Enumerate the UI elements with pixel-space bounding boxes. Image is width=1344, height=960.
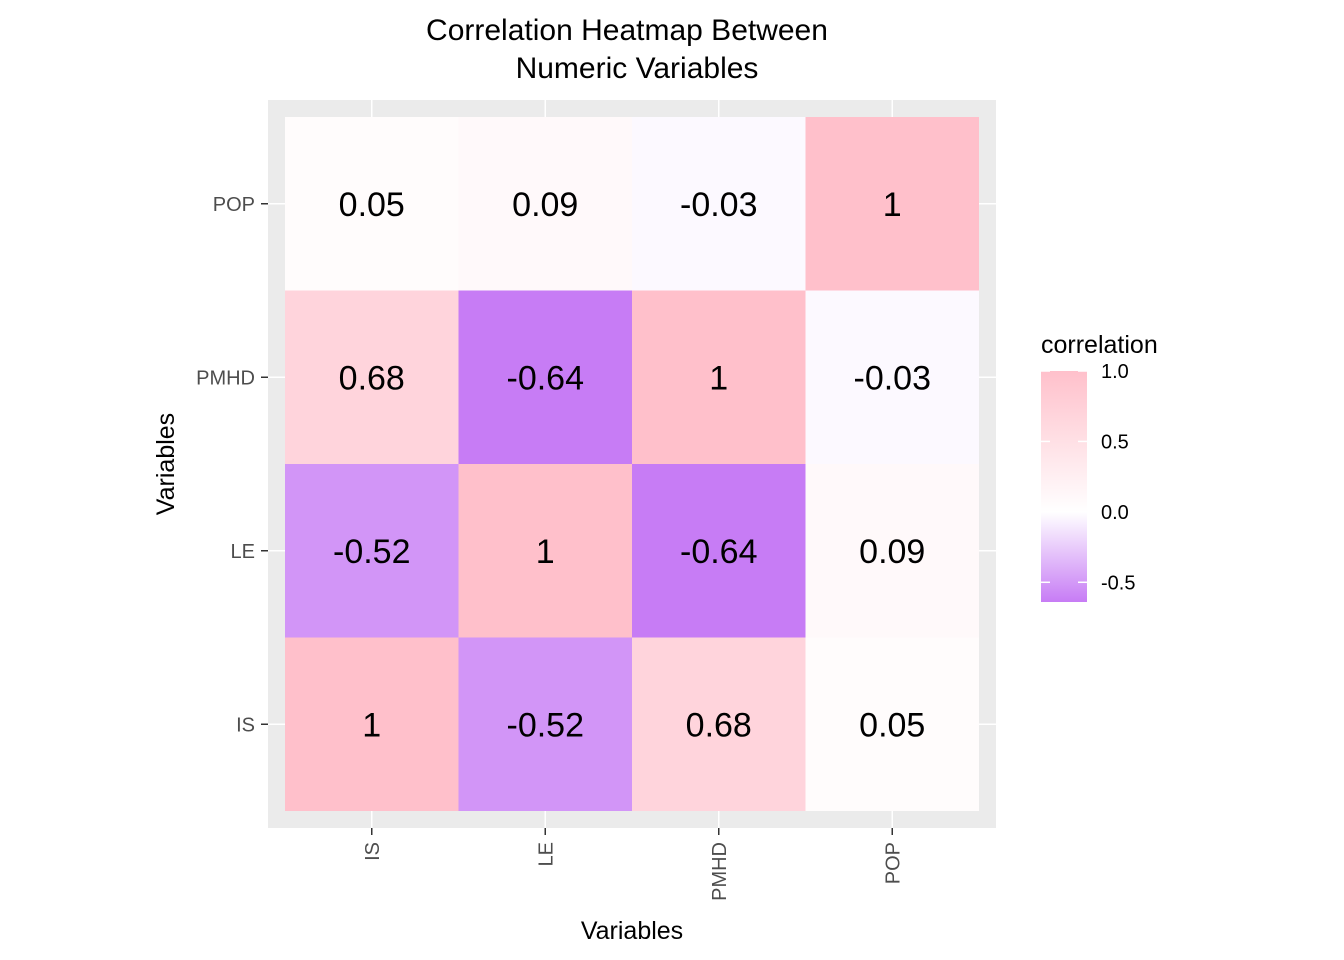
heatmap-cell-is-pop (285, 117, 459, 291)
legend-title: correlation (1041, 331, 1158, 359)
legend-tick-label-1: 0.5 (1101, 431, 1129, 453)
legend-tick-label-2: 0.0 (1101, 502, 1129, 524)
heatmap-cell-pmhd-pmhd (632, 290, 806, 464)
x-axis-ticks: IS LE PMHD POP (362, 828, 904, 901)
heatmap-cell-le-le (458, 464, 632, 638)
x-axis-title: Variables (581, 917, 683, 945)
cell-value-le-pop: 0.09 (512, 186, 578, 224)
cell-value-pmhd-pop: -0.03 (680, 186, 758, 224)
heatmap-cell-pop-pop (805, 117, 979, 291)
heatmap-cell-le-pmhd (458, 290, 632, 464)
y-axis-ticks: IS LE PMHD POP (196, 194, 268, 736)
cell-value-is-le: -0.52 (333, 533, 411, 571)
chart-title-line-1: Correlation Heatmap Between (426, 14, 828, 47)
legend-ticks: 1.0 0.5 0.0 -0.5 (1041, 361, 1135, 594)
cell-value-le-le: 1 (536, 533, 555, 571)
y-tick-label-is: IS (236, 714, 255, 736)
cell-value-pop-le: 0.09 (859, 533, 925, 571)
cell-value-is-pmhd: 0.68 (339, 359, 405, 397)
x-tick-label-is: IS (362, 842, 384, 861)
x-tick-label-pmhd: PMHD (709, 842, 731, 901)
heatmap-cells (285, 117, 979, 811)
y-tick-label-le: LE (231, 541, 255, 563)
cell-value-pmhd-is: 0.68 (686, 706, 752, 744)
legend-colorbar (1041, 371, 1087, 602)
cell-value-le-is: -0.52 (507, 706, 585, 744)
y-tick-label-pop: POP (213, 194, 255, 216)
legend-tick-label-0: 1.0 (1101, 361, 1129, 383)
heatmap-cell-pop-le (805, 464, 979, 638)
heatmap-cell-pop-pmhd (805, 290, 979, 464)
cell-value-is-is: 1 (362, 706, 381, 744)
x-tick-label-pop: POP (882, 842, 904, 884)
y-tick-label-pmhd: PMHD (196, 367, 255, 389)
heatmap-cell-is-pmhd (285, 290, 459, 464)
cell-value-pop-pop: 1 (883, 186, 902, 224)
legend-tick-label-3: -0.5 (1101, 572, 1135, 594)
cell-value-pmhd-le: -0.64 (680, 533, 758, 571)
heatmap-cell-pmhd-le (632, 464, 806, 638)
cell-value-pop-pmhd: -0.03 (854, 359, 932, 397)
heatmap-cell-pop-is (805, 637, 979, 811)
cell-value-pop-is: 0.05 (859, 706, 925, 744)
legend: correlation 1.0 0.5 0.0 -0.5 (1041, 331, 1158, 602)
heatmap-cell-le-pop (458, 117, 632, 291)
cell-value-le-pmhd: -0.64 (507, 359, 585, 397)
heatmap-cell-pmhd-is (632, 637, 806, 811)
heatmap-cell-le-is (458, 637, 632, 811)
x-tick-label-le: LE (535, 842, 557, 866)
heatmap-cell-labels: 1 -0.52 0.68 0.05 -0.52 1 -0.64 0.09 0.68 -0.64 1 -… (333, 186, 931, 745)
heatmap-cell-is-le (285, 464, 459, 638)
heatmap-cell-is-is (285, 637, 459, 811)
cell-value-is-pop: 0.05 (339, 186, 405, 224)
heatmap-cell-pmhd-pop (632, 117, 806, 291)
chart-title-line-2: Numeric Variables (516, 52, 759, 85)
y-axis-title: Variables (152, 413, 180, 515)
cell-value-pmhd-pmhd: 1 (709, 359, 728, 397)
